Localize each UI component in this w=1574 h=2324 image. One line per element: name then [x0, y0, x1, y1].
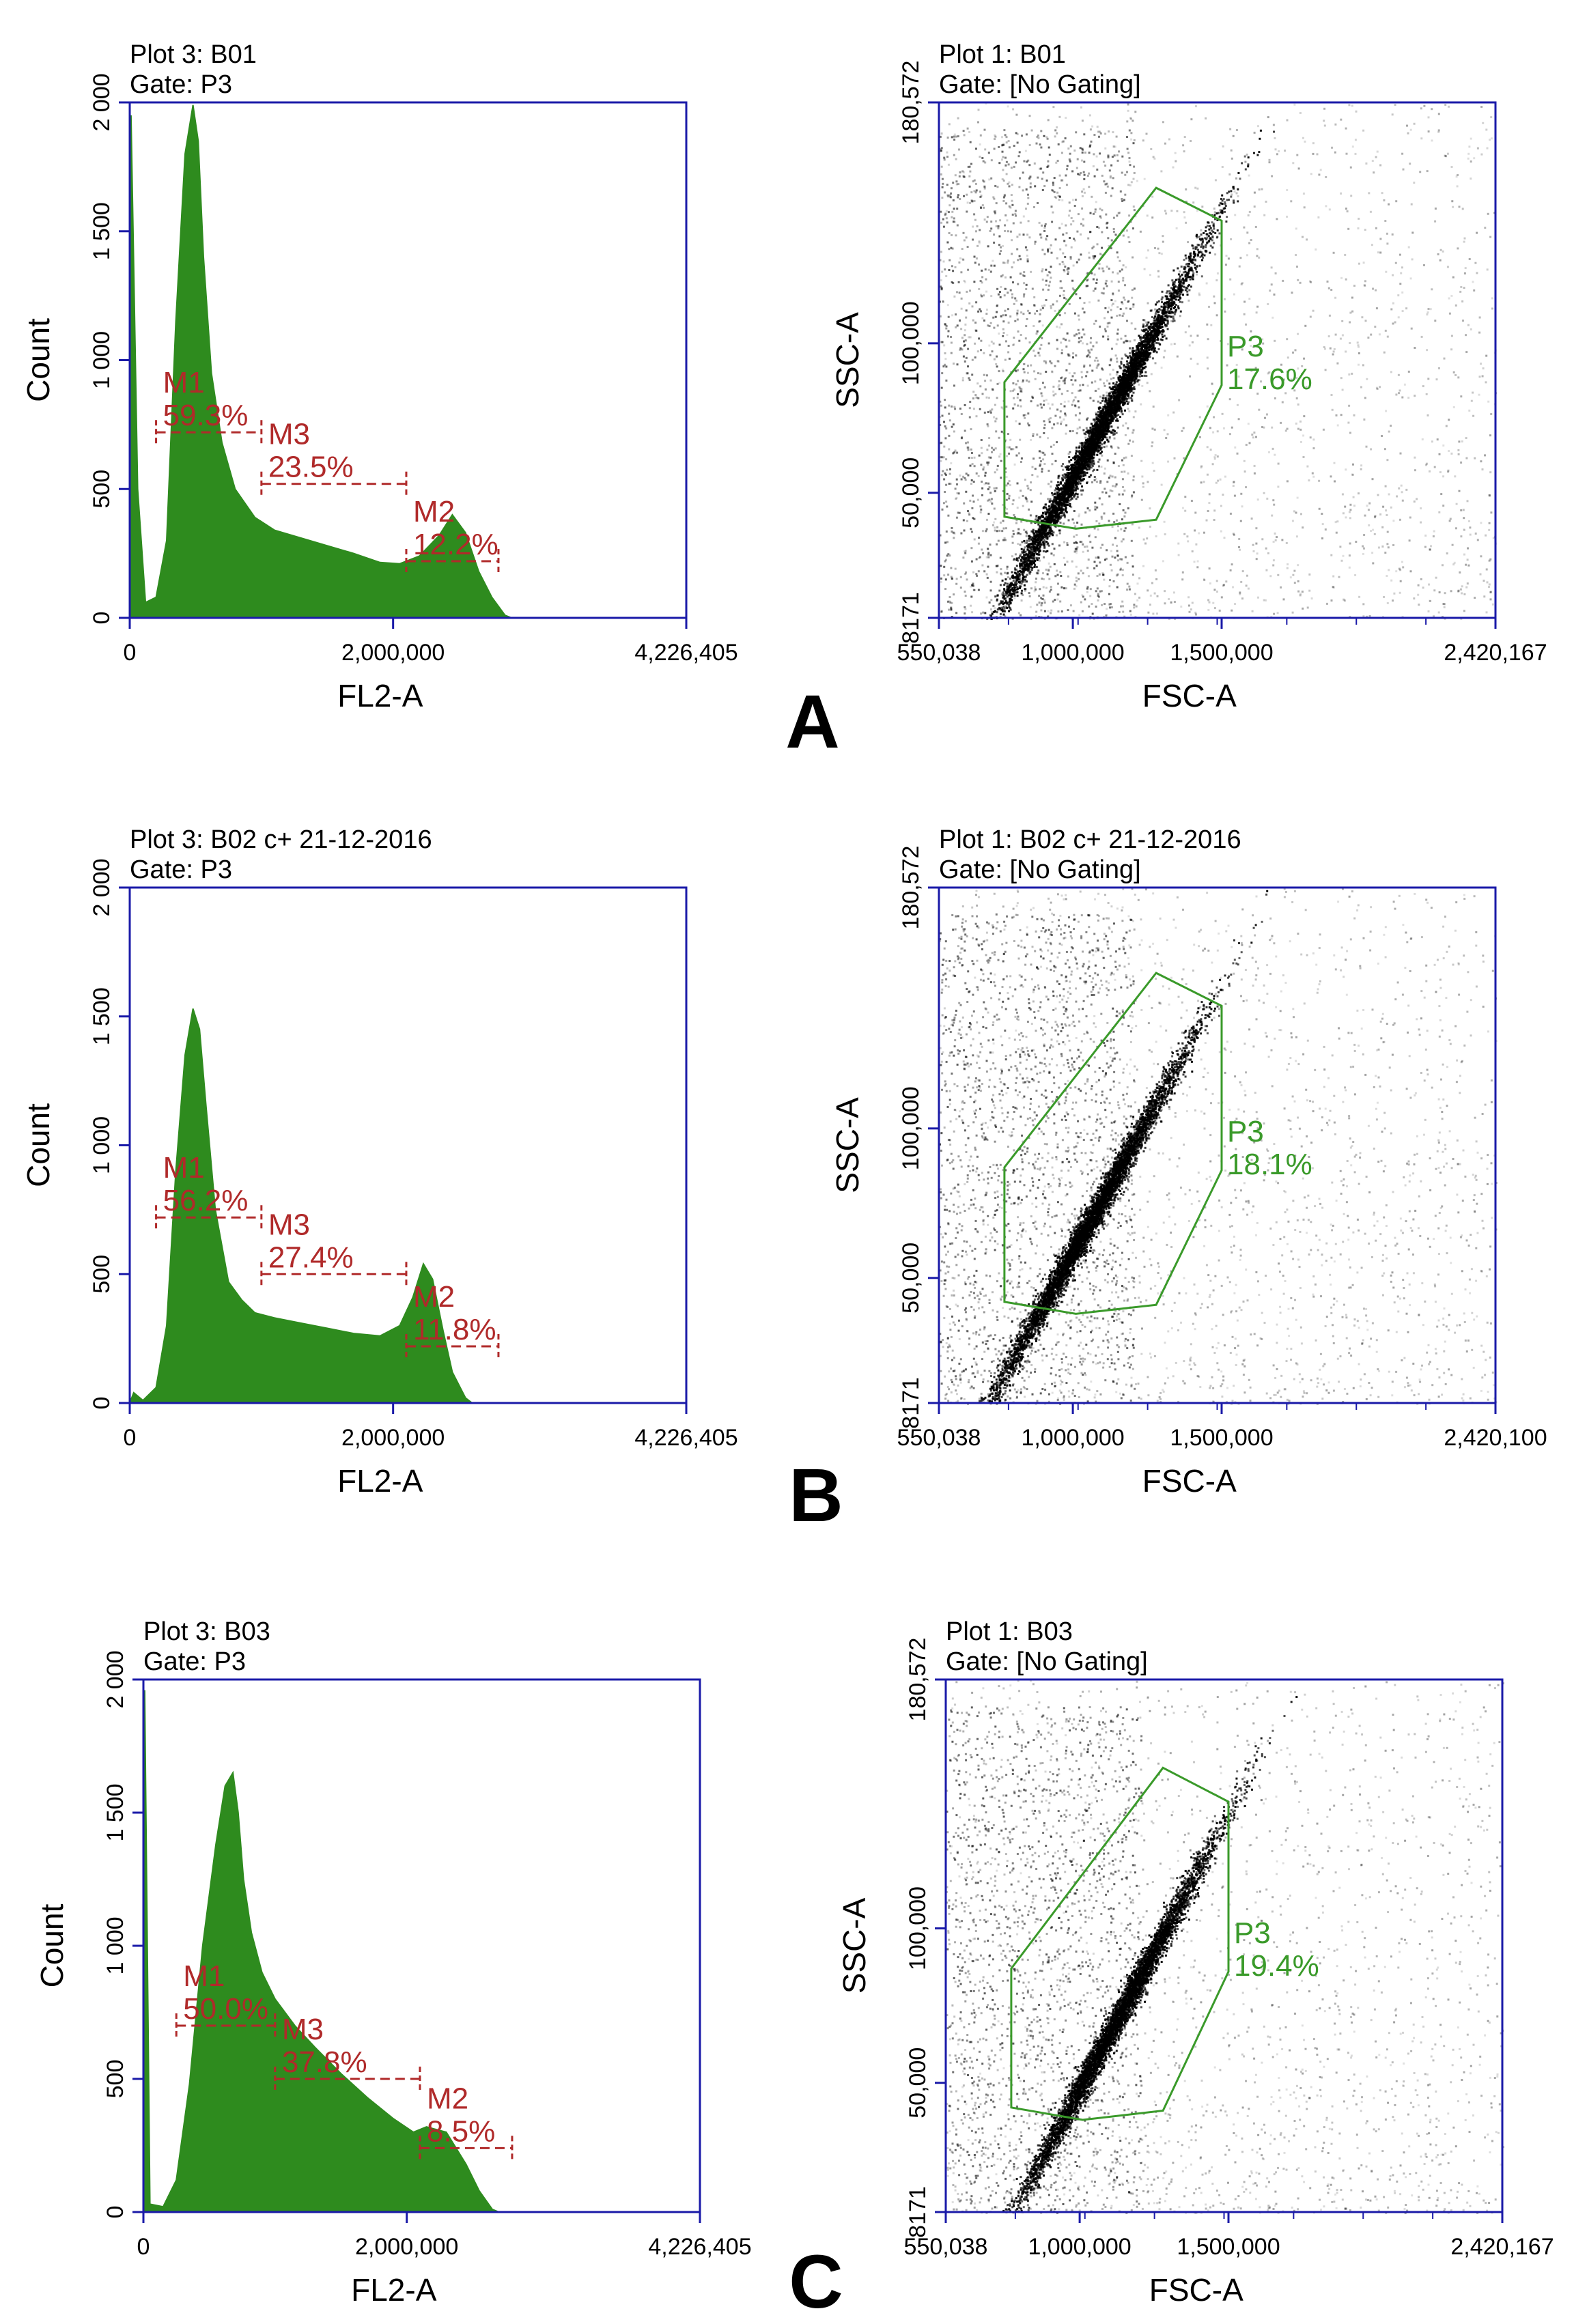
marker-value: 50.0% — [183, 1992, 268, 2026]
y-tick-label: 2 000 — [89, 858, 115, 916]
y-tick-label: 0 — [102, 2206, 128, 2219]
marker-name: M2 — [413, 495, 455, 528]
panel-letter-a: A — [785, 680, 839, 764]
x-tick-label: 2,420,167 — [1450, 2234, 1554, 2260]
y-tick-label: 100,000 — [898, 1086, 924, 1170]
x-tick-label: 1,000,000 — [1021, 1425, 1124, 1451]
x-tick-label: 1,500,000 — [1170, 1425, 1273, 1451]
y-tick-label: 500 — [102, 2060, 128, 2099]
y-tick-label: 180,572 — [905, 1638, 931, 1722]
marker-value: 12.2% — [413, 528, 498, 561]
flow-cytometry-figure: Plot 3: B01Gate: P3M159.3%M323.5%M212.2%… — [0, 0, 1574, 2324]
x-tick-label: 1,500,000 — [1177, 2234, 1280, 2260]
x-axis-title: FL2-A — [337, 678, 423, 713]
gate-label: Gate: [No Gating] — [939, 70, 1141, 99]
marker-value: 23.5% — [268, 451, 354, 484]
x-tick-label: 2,420,100 — [1444, 1425, 1547, 1451]
x-tick-label: 2,000,000 — [341, 640, 445, 666]
gate-label: Gate: P3 — [130, 70, 232, 99]
plot-title: Plot 3: B03 — [143, 1617, 270, 1646]
x-tick-label: 0 — [124, 1425, 137, 1451]
marker-value: 37.8% — [282, 2045, 367, 2079]
x-axis-title: FSC-A — [1142, 678, 1237, 713]
y-tick-label: 1 000 — [89, 1116, 115, 1174]
x-tick-label: 4,226,405 — [634, 1425, 737, 1451]
marker-value: 56.2% — [163, 1184, 249, 1217]
panel-letter-b: B — [789, 1454, 843, 1537]
plot-title: Plot 1: B03 — [946, 1617, 1073, 1646]
y-tick-label: 1 500 — [102, 1783, 128, 1841]
marker-value: 27.4% — [268, 1241, 354, 1274]
x-axis-title: FL2-A — [351, 2272, 437, 2308]
y-tick-label: 1 500 — [89, 987, 115, 1045]
gate-name: P3 — [1227, 330, 1264, 363]
y-axis-title: SSC-A — [830, 1097, 865, 1193]
y-axis-title: Count — [34, 1903, 70, 1987]
marker-name: M3 — [282, 2013, 324, 2046]
gate-label: Gate: P3 — [143, 1647, 246, 1676]
x-tick-label: 1,500,000 — [1170, 640, 1273, 666]
x-tick-label: 0 — [137, 2234, 150, 2260]
gate-percent: 19.4% — [1234, 1949, 1319, 1983]
y-tick-label: 500 — [89, 470, 115, 509]
gate-percent: 18.1% — [1227, 1148, 1312, 1181]
y-axis-title: Count — [20, 1103, 56, 1187]
plot-title: Plot 1: B01 — [939, 40, 1066, 69]
y-tick-label: 500 — [89, 1255, 115, 1294]
y-tick-label: 1 000 — [89, 331, 115, 389]
y-tick-label: 100,000 — [898, 301, 924, 385]
y-axis-title: Count — [20, 318, 56, 402]
marker-value: 11.8% — [413, 1313, 496, 1346]
gate-label: Gate: P3 — [130, 855, 232, 884]
x-tick-label: 4,226,405 — [634, 640, 737, 666]
marker-name: M1 — [163, 1151, 205, 1185]
y-tick-label: 0 — [89, 612, 115, 625]
x-tick-label: 2,420,167 — [1444, 640, 1547, 666]
marker-value: 59.3% — [163, 399, 249, 432]
panel-letter-c: C — [789, 2240, 843, 2324]
y-tick-label: 180,572 — [898, 61, 924, 145]
marker-name: M3 — [268, 1208, 310, 1241]
x-tick-label: 0 — [124, 640, 137, 666]
y-tick-label: 1 000 — [102, 1916, 128, 1974]
y-tick-label: 50,000 — [898, 457, 924, 528]
marker-name: M2 — [413, 1280, 455, 1314]
x-tick-label: 2,000,000 — [355, 2234, 458, 2260]
marker-value: 8.5% — [427, 2114, 495, 2148]
y-tick-label: 1 500 — [89, 202, 115, 260]
x-tick-label: 2,000,000 — [341, 1425, 445, 1451]
plot-title: Plot 1: B02 c+ 21-12-2016 — [939, 825, 1241, 854]
marker-name: M2 — [427, 2082, 468, 2115]
y-tick-label: 2 000 — [102, 1650, 128, 1708]
y-tick-label: 8171 — [898, 592, 924, 644]
y-tick-label: 180,572 — [898, 846, 924, 930]
y-tick-label: 100,000 — [905, 1886, 931, 1970]
x-tick-label: 1,000,000 — [1021, 640, 1124, 666]
y-axis-title: SSC-A — [830, 312, 865, 408]
plot-title: Plot 3: B01 — [130, 40, 257, 69]
marker-name: M1 — [163, 366, 205, 399]
marker-name: M3 — [268, 418, 310, 451]
gate-percent: 17.6% — [1227, 363, 1312, 396]
gate-label: Gate: [No Gating] — [946, 1647, 1148, 1676]
gate-name: P3 — [1227, 1115, 1264, 1148]
y-tick-label: 50,000 — [905, 2047, 931, 2118]
gate-name: P3 — [1234, 1916, 1271, 1950]
x-axis-title: FSC-A — [1142, 1463, 1237, 1499]
x-axis-title: FSC-A — [1149, 2272, 1243, 2308]
y-tick-label: 2 000 — [89, 73, 115, 131]
x-tick-label: 1,000,000 — [1028, 2234, 1131, 2260]
gate-label: Gate: [No Gating] — [939, 855, 1141, 884]
y-tick-label: 8171 — [898, 1377, 924, 1429]
y-tick-label: 50,000 — [898, 1243, 924, 1314]
x-tick-label: 4,226,405 — [648, 2234, 751, 2260]
marker-name: M1 — [183, 1959, 225, 1993]
plot-title: Plot 3: B02 c+ 21-12-2016 — [130, 825, 432, 854]
y-axis-title: SSC-A — [837, 1897, 872, 1994]
y-tick-label: 0 — [89, 1397, 115, 1410]
y-tick-label: 8171 — [905, 2186, 931, 2238]
x-axis-title: FL2-A — [337, 1463, 423, 1499]
